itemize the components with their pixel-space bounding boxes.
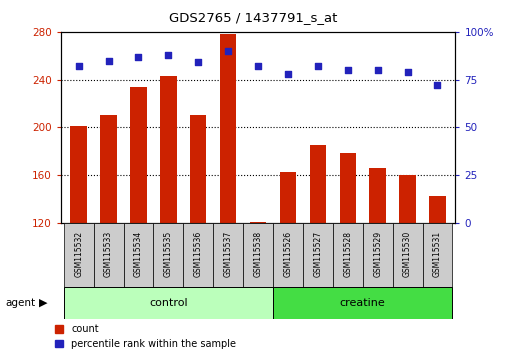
Text: GSM115533: GSM115533 [104, 231, 113, 277]
FancyBboxPatch shape [64, 287, 273, 319]
Text: GDS2765 / 1437791_s_at: GDS2765 / 1437791_s_at [169, 11, 336, 24]
Text: GSM115534: GSM115534 [134, 231, 143, 277]
FancyBboxPatch shape [213, 223, 242, 287]
Text: GSM115526: GSM115526 [283, 231, 292, 277]
Point [283, 71, 291, 77]
Text: GSM115531: GSM115531 [432, 231, 441, 277]
Point [164, 52, 172, 58]
Bar [190, 115, 206, 223]
Text: GSM115538: GSM115538 [253, 231, 262, 277]
FancyBboxPatch shape [273, 287, 451, 319]
Point [224, 48, 232, 54]
FancyBboxPatch shape [93, 223, 123, 287]
Text: GSM115536: GSM115536 [193, 231, 203, 277]
Text: GSM115537: GSM115537 [223, 231, 232, 277]
Bar [398, 175, 415, 223]
Text: GSM115527: GSM115527 [313, 231, 322, 277]
FancyBboxPatch shape [392, 223, 422, 287]
Text: GSM115532: GSM115532 [74, 231, 83, 277]
Text: GSM115535: GSM115535 [164, 231, 173, 277]
Bar [279, 172, 295, 223]
Text: ▶: ▶ [39, 298, 47, 308]
Text: creatine: creatine [339, 298, 385, 308]
Bar [130, 87, 146, 223]
Bar [428, 195, 445, 223]
FancyBboxPatch shape [64, 223, 93, 287]
Point [402, 69, 411, 75]
FancyBboxPatch shape [183, 223, 213, 287]
Bar [220, 34, 236, 223]
FancyBboxPatch shape [153, 223, 183, 287]
Bar [339, 153, 356, 223]
FancyBboxPatch shape [332, 223, 362, 287]
Text: control: control [149, 298, 187, 308]
Text: GSM115529: GSM115529 [372, 231, 381, 277]
Point [105, 58, 113, 63]
Point [134, 54, 142, 59]
Bar [70, 126, 87, 223]
Bar [160, 76, 176, 223]
Text: agent: agent [5, 298, 35, 308]
Point [433, 82, 441, 88]
FancyBboxPatch shape [422, 223, 451, 287]
FancyBboxPatch shape [302, 223, 332, 287]
Bar [369, 168, 385, 223]
Point [194, 59, 202, 65]
Point [313, 63, 321, 69]
Point [254, 63, 262, 69]
FancyBboxPatch shape [242, 223, 273, 287]
FancyBboxPatch shape [123, 223, 153, 287]
FancyBboxPatch shape [273, 223, 302, 287]
Point [373, 67, 381, 73]
Bar [249, 222, 266, 223]
Point [343, 67, 351, 73]
Text: GSM115528: GSM115528 [342, 231, 351, 277]
FancyBboxPatch shape [362, 223, 392, 287]
Legend: count, percentile rank within the sample: count, percentile rank within the sample [56, 324, 235, 349]
Bar [309, 145, 325, 223]
Text: GSM115530: GSM115530 [402, 231, 411, 277]
Bar [100, 115, 117, 223]
Point [74, 63, 82, 69]
